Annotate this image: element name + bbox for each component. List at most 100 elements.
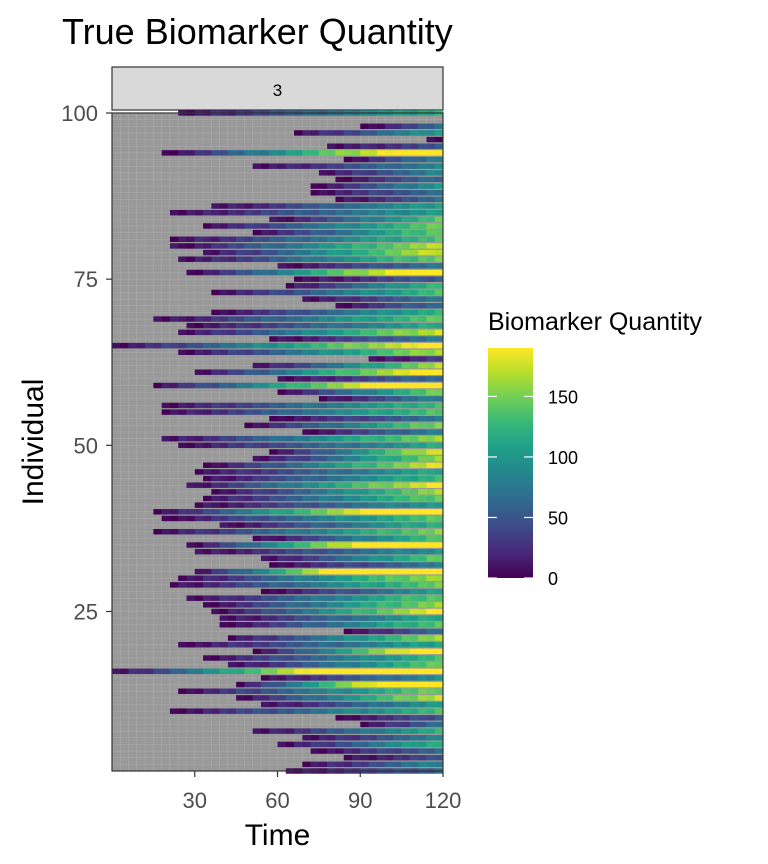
heatmap-tile xyxy=(327,283,336,289)
heatmap-tile xyxy=(318,509,328,515)
heatmap-tile xyxy=(368,170,378,176)
heatmap-tile xyxy=(252,648,262,655)
heatmap-tile xyxy=(376,721,386,728)
heatmap-tile xyxy=(385,741,394,748)
heatmap-tile xyxy=(285,728,295,734)
heatmap-tile xyxy=(376,229,386,236)
heatmap-tile xyxy=(368,196,378,203)
heatmap-tile xyxy=(318,695,328,701)
heatmap-tile xyxy=(285,449,295,455)
heatmap-tile xyxy=(227,608,237,615)
heatmap-tile xyxy=(285,522,295,528)
heatmap-tile xyxy=(310,229,320,236)
heatmap-tile xyxy=(409,376,419,382)
y-axis-title: Individual xyxy=(17,379,50,506)
heatmap-tile xyxy=(343,442,353,449)
heatmap-tile xyxy=(252,502,262,508)
heatmap-tile xyxy=(227,661,237,668)
heatmap-tile xyxy=(227,236,237,243)
heatmap-tile xyxy=(269,695,278,701)
heatmap-tile xyxy=(203,602,212,608)
heatmap-tile xyxy=(252,655,262,661)
heatmap-tile xyxy=(360,269,369,276)
heatmap-tile xyxy=(351,482,361,488)
heatmap-tile xyxy=(277,635,287,641)
heatmap-tile xyxy=(351,529,361,535)
heatmap-tile xyxy=(285,555,295,562)
heatmap-tile xyxy=(376,568,386,575)
heatmap-tile xyxy=(343,628,353,635)
heatmap-tile xyxy=(393,661,402,668)
heatmap-tile xyxy=(277,402,287,409)
heatmap-tile xyxy=(401,196,411,203)
heatmap-tile xyxy=(244,249,253,256)
heatmap-tile xyxy=(269,150,278,156)
heatmap-tile xyxy=(310,495,320,502)
heatmap-tile xyxy=(418,708,427,714)
heatmap-tile xyxy=(285,289,295,296)
heatmap-tile xyxy=(343,648,353,655)
heatmap-tile xyxy=(203,688,212,694)
heatmap-tile xyxy=(376,608,386,615)
heatmap-tile xyxy=(434,562,444,568)
heatmap-tile xyxy=(260,462,270,468)
heatmap-tile xyxy=(401,701,411,708)
heatmap-tile xyxy=(310,748,320,754)
heatmap-tile xyxy=(426,150,436,156)
heatmap-tile xyxy=(211,502,220,508)
heatmap-tile xyxy=(335,469,344,475)
heatmap-tile xyxy=(128,668,138,675)
heatmap-tile xyxy=(385,548,394,555)
heatmap-tile xyxy=(219,409,229,415)
heatmap-tile xyxy=(294,289,303,296)
heatmap-tile xyxy=(236,243,245,249)
heatmap-tile xyxy=(401,562,411,568)
heatmap-tile xyxy=(335,522,344,528)
heatmap-tile xyxy=(426,163,436,169)
heatmap-tile xyxy=(360,635,369,641)
heatmap-tile xyxy=(227,529,237,535)
heatmap-tile xyxy=(360,495,369,502)
heatmap-tile xyxy=(401,130,411,136)
heatmap-tile xyxy=(294,635,303,641)
heatmap-tile xyxy=(335,715,344,721)
heatmap-tile xyxy=(294,622,303,628)
heatmap-tile xyxy=(294,608,303,615)
heatmap-tile xyxy=(434,522,444,528)
heatmap-tile xyxy=(211,542,220,548)
heatmap-tile xyxy=(285,515,295,522)
heatmap-tile xyxy=(219,256,229,262)
heatmap-tile xyxy=(393,522,402,528)
heatmap-tile xyxy=(277,595,287,601)
heatmap-tile xyxy=(294,548,303,555)
heatmap-tile xyxy=(385,416,394,422)
heatmap-tile xyxy=(211,568,220,575)
heatmap-tile xyxy=(211,482,220,488)
heatmap-tile xyxy=(327,362,336,369)
heatmap-tile xyxy=(269,449,278,455)
heatmap-tile xyxy=(327,389,336,395)
heatmap-tile xyxy=(418,475,427,482)
heatmap-tile xyxy=(434,615,444,621)
heatmap-tile xyxy=(360,342,369,349)
heatmap-tile xyxy=(401,522,411,528)
heatmap-tile xyxy=(310,349,320,355)
heatmap-tile xyxy=(360,396,369,402)
heatmap-tile xyxy=(343,229,353,236)
heatmap-tile xyxy=(385,216,394,223)
heatmap-tile xyxy=(285,389,295,395)
heatmap-tile xyxy=(203,256,212,262)
heatmap-tile xyxy=(385,728,394,734)
heatmap-tile xyxy=(277,509,287,515)
heatmap-tile xyxy=(385,376,394,382)
heatmap-tile xyxy=(252,708,262,714)
heatmap-tile xyxy=(426,675,436,681)
heatmap-tile xyxy=(401,628,411,635)
heatmap-tile xyxy=(285,622,295,628)
heatmap-tile xyxy=(277,475,287,482)
heatmap-tile xyxy=(203,442,212,449)
heatmap-tile xyxy=(219,522,229,528)
heatmap-tile xyxy=(302,416,311,422)
heatmap-tile xyxy=(418,688,427,694)
heatmap-tile xyxy=(294,562,303,568)
